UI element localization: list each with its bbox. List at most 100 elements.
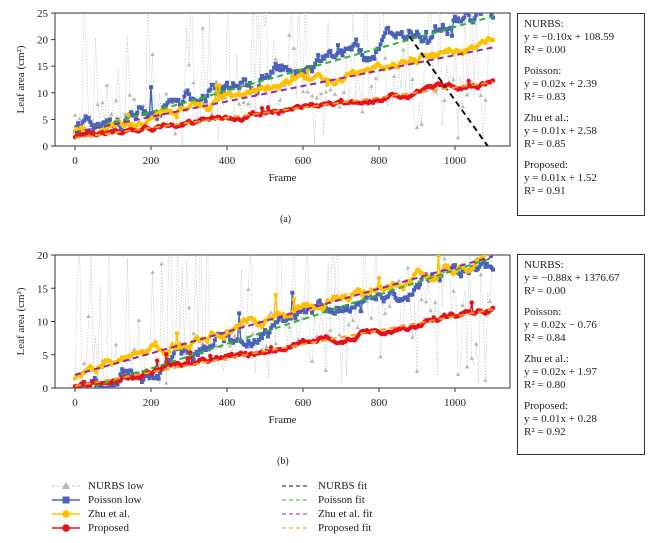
data-point-poisson-low — [196, 352, 201, 357]
data-point-poisson-low — [326, 307, 331, 312]
data-point-poisson-low — [364, 295, 369, 300]
equation-formula: y = −0.88x + 1376.67 — [524, 272, 620, 284]
data-point-poisson-low — [276, 317, 281, 322]
data-point-poisson-low — [205, 93, 210, 98]
data-point-nurbs-low — [474, 6, 478, 10]
data-point-nurbs-low — [309, 358, 315, 363]
data-point-zhu-et-al — [434, 276, 439, 282]
data-point-poisson-low — [267, 330, 272, 335]
data-point-poisson-low — [120, 367, 125, 372]
data-point-poisson-low — [272, 65, 277, 70]
data-point-nurbs-low — [373, 75, 379, 80]
data-point-poisson-low — [310, 310, 315, 315]
data-point-poisson-low — [141, 377, 146, 382]
data-point-poisson-low — [445, 31, 450, 36]
data-point-nurbs-low — [451, 288, 456, 293]
data-point-nurbs-low — [369, 83, 374, 88]
data-point-nurbs-low — [455, 135, 461, 140]
data-point-poisson-low — [231, 81, 236, 86]
data-point-nurbs-low — [478, 93, 484, 98]
data-point-poisson-low — [393, 295, 398, 300]
data-point-poisson-low — [357, 300, 362, 305]
data-point-nurbs-low — [191, 331, 196, 336]
data-point-poisson-low — [360, 53, 365, 58]
data-point-proposed — [259, 106, 265, 111]
data-point-poisson-low — [459, 19, 464, 24]
y-tick-label: 0 — [43, 383, 49, 395]
data-point-zhu-et-al — [126, 112, 131, 117]
y-axis-label: Leaf area (cm²) — [15, 45, 27, 113]
data-point-poisson-low — [392, 291, 397, 296]
equation-name: NURBS: — [524, 259, 564, 271]
data-point-poisson-low — [440, 22, 445, 27]
data-point-nurbs-low — [164, 380, 169, 385]
data-point-proposed — [188, 350, 193, 355]
y-tick-label: 20 — [37, 250, 49, 262]
data-point-poisson-low — [352, 41, 357, 46]
data-point-poisson-low — [380, 295, 385, 300]
data-point-nurbs-low — [214, 79, 219, 84]
data-point-poisson-low — [83, 114, 88, 119]
fit-line-nurbs-fit — [408, 35, 489, 146]
data-point-poisson-low — [247, 81, 252, 86]
data-point-zhu-et-al — [205, 339, 210, 345]
data-point-nurbs-low — [77, 116, 82, 121]
equation-formula: y = 0.02x + 1.97 — [524, 366, 597, 378]
data-point-poisson-low — [94, 378, 99, 383]
data-point-poisson-low — [424, 29, 429, 34]
data-point-nurbs-low — [442, 256, 447, 261]
data-point-poisson-low — [361, 298, 366, 303]
data-point-poisson-low — [449, 33, 454, 38]
data-point-poisson-low — [147, 376, 152, 381]
data-point-poisson-low — [413, 285, 418, 290]
data-point-poisson-low — [482, 6, 486, 10]
data-point-poisson-low — [226, 333, 231, 338]
data-point-poisson-low — [190, 354, 195, 359]
data-point-proposed — [185, 355, 190, 361]
data-point-nurbs-low — [278, 97, 283, 102]
data-point-poisson-low — [342, 49, 347, 54]
square-marker-icon — [52, 496, 80, 504]
data-point-poisson-low — [129, 110, 134, 115]
data-point-poisson-low — [301, 307, 305, 312]
data-point-poisson-low — [405, 298, 410, 303]
data-point-nurbs-low — [287, 324, 292, 329]
data-point-poisson-low — [328, 309, 333, 314]
data-point-proposed — [164, 351, 169, 357]
data-point-proposed — [154, 358, 160, 363]
data-point-poisson-low — [339, 48, 343, 53]
data-point-zhu-et-al — [485, 245, 489, 249]
data-point-zhu-et-al — [388, 284, 394, 289]
data-point-poisson-low — [270, 70, 275, 75]
data-point-poisson-low — [176, 97, 181, 102]
data-point-nurbs-low — [241, 99, 246, 104]
data-point-nurbs-low — [100, 100, 105, 105]
data-point-poisson-low — [410, 292, 415, 297]
data-point-poisson-low — [229, 86, 234, 91]
data-point-nurbs-low — [451, 77, 456, 82]
data-point-poisson-low — [275, 67, 280, 72]
legend-label: Poisson fit — [318, 494, 365, 506]
data-point-poisson-low — [284, 317, 289, 322]
data-point-poisson-low — [332, 55, 337, 60]
data-point-nurbs-low — [464, 364, 470, 369]
data-point-nurbs-low — [236, 101, 242, 106]
data-point-poisson-low — [373, 297, 378, 302]
data-point-nurbs-low — [132, 96, 137, 101]
data-point-poisson-low — [355, 43, 360, 48]
data-point-poisson-low — [246, 83, 251, 88]
data-point-nurbs-low — [136, 318, 142, 323]
equation-r2: R² = 0.91 — [524, 185, 566, 197]
data-point-proposed — [265, 105, 271, 110]
data-point-poisson-low — [155, 374, 160, 379]
data-point-poisson-low — [124, 368, 129, 373]
data-point-nurbs-low — [387, 303, 392, 308]
data-point-poisson-low — [475, 13, 480, 14]
data-point-poisson-low — [294, 312, 299, 317]
data-point-zhu-et-al — [188, 343, 193, 348]
equation-r2: R² = 0.00 — [524, 285, 566, 297]
data-point-nurbs-low — [392, 73, 397, 78]
triangle-marker-icon — [52, 482, 80, 489]
data-point-poisson-low — [472, 16, 477, 21]
data-point-poisson-low — [191, 357, 196, 362]
